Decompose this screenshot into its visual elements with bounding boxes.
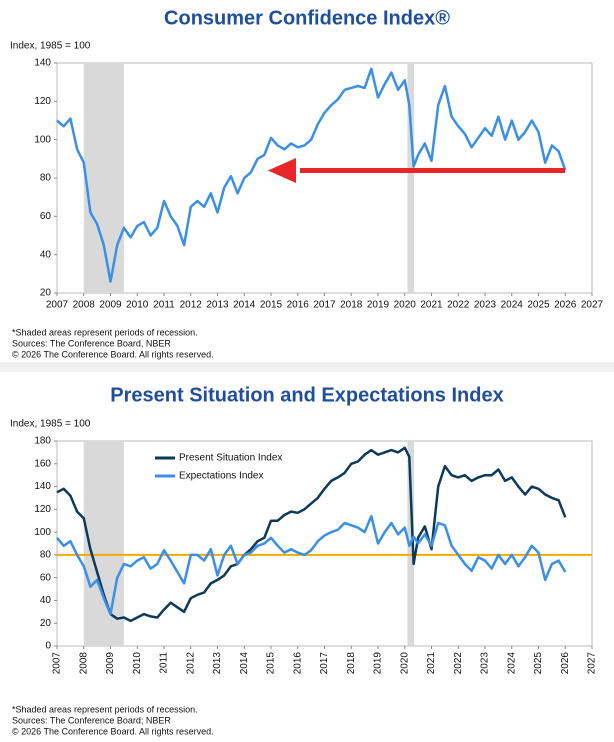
x-tick-label: 2018 (346, 652, 357, 675)
plot-area (56, 62, 593, 294)
x-tick-label: 2013 (206, 300, 229, 311)
x-tick-label: 2014 (239, 652, 250, 675)
y-tick-label: 100 (34, 134, 51, 145)
legend-label: Present Situation Index (179, 453, 282, 464)
y-tick-label: 180 (34, 436, 51, 447)
recession-band (407, 63, 415, 293)
x-tick-label: 2025 (527, 300, 550, 311)
x-tick-label: 2011 (153, 300, 175, 311)
x-tick-label: 2017 (313, 300, 336, 311)
y-tick-label: 80 (40, 550, 52, 561)
chart-title: Consumer Confidence Index® (164, 7, 450, 29)
chart-title: Present Situation and Expectations Index (110, 384, 503, 406)
x-tick-label: 2011 (159, 652, 170, 674)
footnote: *Shaded areas represent periods of reces… (12, 704, 198, 714)
y-tick-label: 100 (34, 527, 51, 538)
y-tick-label: 40 (40, 249, 52, 260)
x-tick-label: 2022 (453, 652, 464, 675)
x-tick-label: 2025 (533, 652, 544, 675)
x-tick-label: 2016 (292, 652, 303, 675)
x-tick-label: 2024 (501, 300, 524, 311)
y-tick-label: 60 (40, 211, 52, 222)
footnote: Sources: The Conference Board, NBER (12, 338, 171, 348)
x-tick-label: 2027 (581, 300, 604, 311)
arrow-head (268, 158, 296, 183)
x-tick-label: 2015 (266, 652, 277, 675)
data-line (56, 67, 567, 283)
x-tick-label: 2007 (46, 300, 69, 311)
x-tick-label: 2012 (180, 300, 203, 311)
y-tick-label: 20 (40, 288, 52, 299)
y-tick-label: 20 (40, 618, 52, 629)
x-tick-label: 2024 (506, 652, 517, 675)
y-tick-label: 140 (34, 481, 51, 492)
y-tick-label: 0 (45, 641, 51, 652)
footnote: Sources: The Conference Board; NBER (12, 715, 171, 725)
x-tick-label: 2023 (474, 300, 497, 311)
footnote: © 2026 The Conference Board. All rights … (12, 349, 214, 359)
y-tick-label: 60 (40, 572, 52, 583)
legend-label: Expectations Index (179, 471, 264, 482)
x-tick-label: 2008 (78, 652, 89, 675)
y-axis-label: Index, 1985 = 100 (10, 419, 91, 430)
x-tick-label: 2015 (260, 300, 283, 311)
x-tick-label: 2020 (394, 300, 417, 311)
x-tick-label: 2026 (554, 300, 577, 311)
x-tick-label: 2008 (73, 300, 96, 311)
x-tick-label: 2009 (105, 652, 116, 675)
x-tick-label: 2018 (340, 300, 363, 311)
x-tick-label: 2010 (132, 652, 143, 675)
x-tick-label: 2027 (587, 652, 598, 675)
y-tick-label: 40 (40, 595, 52, 606)
arrow-annotation (268, 158, 565, 183)
plot-area (56, 440, 593, 647)
footnote: © 2026 The Conference Board. All rights … (12, 726, 214, 736)
x-tick-label: 2014 (233, 300, 256, 311)
y-axis-label: Index, 1985 = 100 (10, 41, 91, 52)
y-tick-label: 140 (34, 58, 51, 69)
x-tick-label: 2022 (447, 300, 470, 311)
y-tick-label: 120 (34, 504, 51, 515)
y-tick-label: 120 (34, 96, 51, 107)
x-tick-label: 2012 (185, 652, 196, 675)
x-tick-label: 2016 (287, 300, 310, 311)
x-tick-label: 2009 (99, 300, 122, 311)
x-tick-label: 2019 (367, 300, 390, 311)
x-tick-label: 2013 (212, 652, 223, 675)
recession-band (83, 63, 124, 293)
x-tick-label: 2020 (399, 652, 410, 675)
x-tick-label: 2021 (426, 652, 437, 675)
x-tick-label: 2023 (480, 652, 491, 675)
x-tick-label: 2026 (560, 652, 571, 675)
data-line (56, 446, 567, 623)
footnote: *Shaded areas represent periods of reces… (12, 327, 198, 337)
x-tick-label: 2021 (420, 300, 443, 311)
x-tick-label: 2007 (52, 652, 63, 675)
y-tick-label: 160 (34, 458, 51, 469)
data-line (56, 514, 567, 616)
x-tick-label: 2019 (373, 652, 384, 675)
x-tick-label: 2010 (126, 300, 149, 311)
x-tick-label: 2017 (319, 652, 330, 675)
y-tick-label: 80 (40, 173, 52, 184)
